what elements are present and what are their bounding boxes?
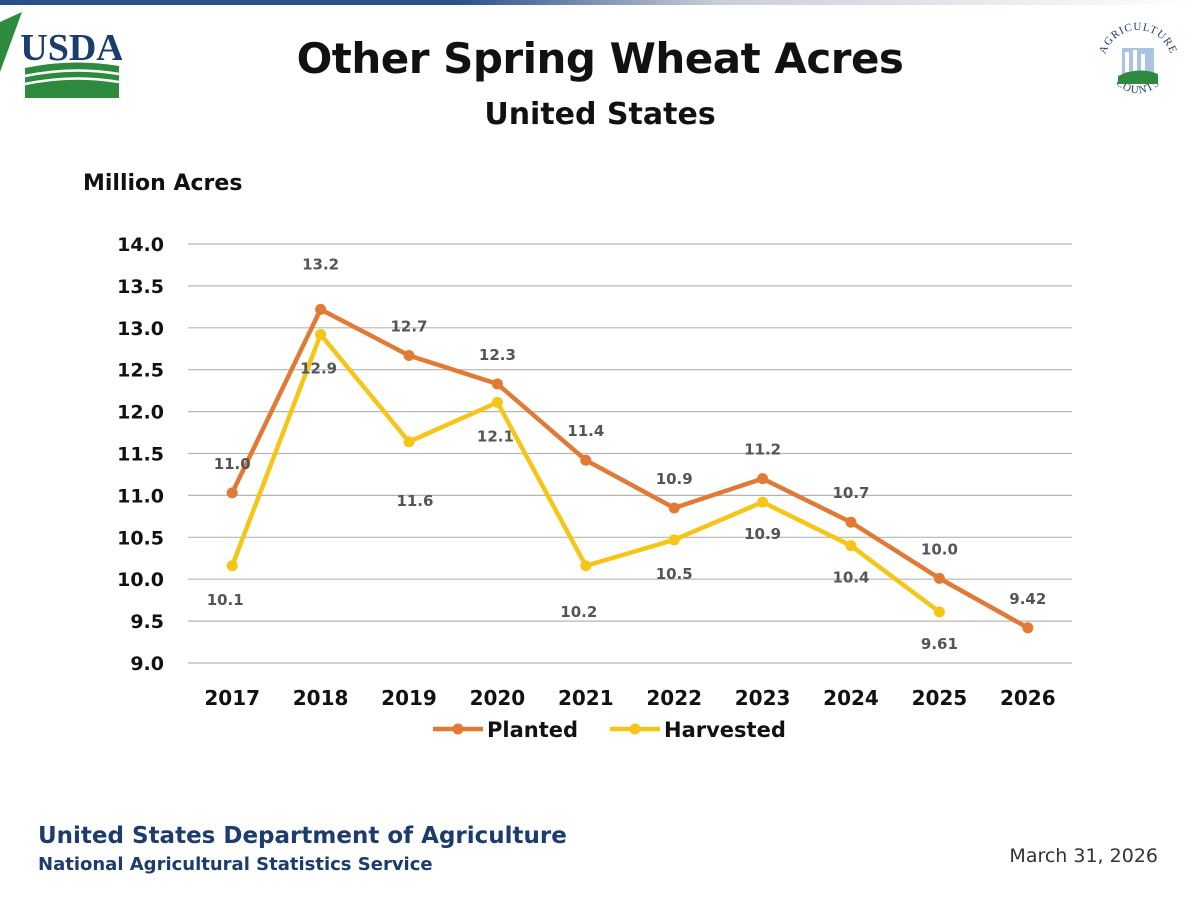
gridlines [188,243,1072,664]
usda-logo-leaf [0,12,22,72]
x-tick-label: 2017 [204,686,260,710]
data-point-harvested [315,329,327,341]
usda-logo-text: USDA [20,27,122,69]
data-label-planted: 10.0 [921,540,958,558]
footer-date: March 31, 2026 [1009,845,1158,867]
line-chart: 9.0 9.5 10.0 10.5 11.0 11.5 12.0 12.5 13.0 13.5 14… [117,234,1072,742]
data-label-planted: 11.0 [214,455,251,473]
data-point-harvested [845,540,857,552]
data-label-planted: 9.42 [1009,590,1046,608]
y-tick-label: 11.0 [117,485,164,507]
x-tick-label: 2022 [646,686,702,710]
data-label-planted: 13.2 [302,255,339,273]
data-point-planted [491,378,503,390]
y-tick-label: 12.0 [117,402,164,424]
data-label-harvested: 10.5 [656,565,693,583]
series-line-planted [229,307,1031,631]
data-point-planted [315,303,327,315]
legend-label-planted: Planted [487,718,578,742]
data-point-planted [403,349,415,361]
y-axis-unit-label: Million Acres [83,171,243,196]
x-axis-ticks: 2017 2018 2019 2020 2021 2022 2023 2024 2025 2026 [204,686,1055,710]
data-label-harvested: 12.1 [477,427,514,445]
data-label-harvested: 10.4 [832,569,869,587]
y-tick-label: 9.5 [130,611,164,633]
y-tick-label: 11.5 [117,444,164,466]
data-point-harvested [491,396,503,408]
y-tick-label: 13.5 [117,276,164,298]
x-tick-label: 2024 [823,686,879,710]
data-point-harvested [757,496,769,508]
data-point-harvested [580,560,592,572]
y-tick-label: 14.0 [117,234,164,256]
usda-logo: USDA [0,12,124,100]
chart-title: Other Spring Wheat Acres [296,34,904,83]
x-tick-label: 2021 [558,686,614,710]
data-label-planted: 12.7 [390,317,427,335]
chart-subtitle: United States [484,97,716,132]
agriculture-counts-logo: AGRICULTURE COUNTS [1088,14,1188,114]
data-label-harvested: 12.9 [300,360,337,378]
data-point-planted [1022,622,1034,634]
legend-label-harvested: Harvested [664,718,786,742]
x-tick-label: 2020 [470,686,526,710]
y-axis-ticks: 9.0 9.5 10.0 10.5 11.0 11.5 12.0 12.5 13.0 13.5 14… [117,234,164,675]
data-label-harvested: 10.1 [207,591,244,609]
y-tick-label: 13.0 [117,318,164,340]
data-point-harvested [668,534,680,546]
x-tick-label: 2023 [735,686,791,710]
data-label-planted: 11.2 [744,441,781,459]
x-tick-label: 2025 [912,686,968,710]
data-label-planted: 10.7 [832,484,869,502]
y-tick-label: 12.5 [117,360,164,382]
data-label-harvested: 10.2 [560,603,597,621]
data-point-planted [933,572,945,584]
data-point-harvested [226,560,238,572]
data-label-harvested: 9.61 [921,635,958,653]
y-tick-label: 10.0 [117,569,164,591]
data-labels: 11.0 13.2 12.7 12.3 11.4 10.9 11.2 10.7 10.0 9.42… [207,255,1047,653]
top-accent-bar [0,0,1200,5]
footer-agency-name: National Agricultural Statistics Service [38,854,433,875]
x-tick-label: 2026 [1000,686,1056,710]
data-point-planted [668,502,680,514]
x-tick-label: 2019 [381,686,437,710]
data-label-harvested: 11.6 [396,492,433,510]
data-label-harvested: 10.9 [744,525,781,543]
y-tick-label: 9.0 [130,653,164,675]
data-label-planted: 11.4 [567,422,604,440]
y-tick-label: 10.5 [117,527,164,549]
data-label-planted: 10.9 [656,470,693,488]
x-tick-label: 2018 [293,686,349,710]
data-point-harvested [933,606,945,618]
data-point-planted [226,487,238,499]
legend: Planted Harvested [433,718,786,742]
footer-org-name: United States Department of Agriculture [38,823,567,849]
series-lines [226,303,1034,634]
legend-marker-harvested [629,723,641,735]
data-label-planted: 12.3 [479,346,516,364]
data-point-harvested [403,436,415,448]
data-point-planted [757,473,769,485]
data-point-planted [580,454,592,466]
legend-marker-planted [452,723,464,735]
data-point-planted [845,516,857,528]
